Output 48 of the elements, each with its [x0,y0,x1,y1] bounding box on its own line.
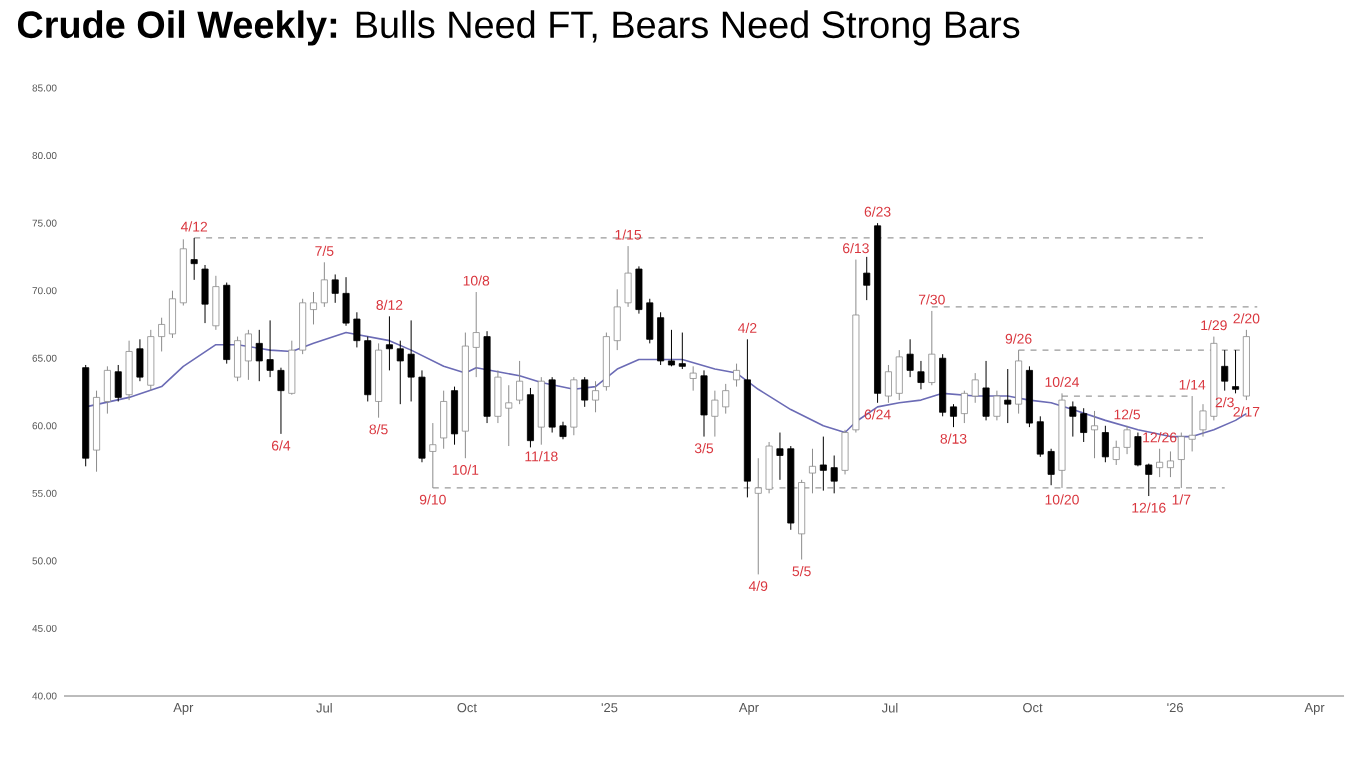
candlestick [310,291,317,325]
candlestick [1156,448,1164,478]
candlestick [982,360,990,421]
candlestick [592,380,600,413]
candlestick [1232,349,1240,394]
candlestick [1221,349,1229,392]
candlestick [125,340,133,401]
candlestick [1015,349,1023,415]
candlestick [841,429,849,475]
candlestick [114,364,122,402]
candlestick [928,310,936,386]
candlestick [689,365,697,392]
candlestick [526,387,534,448]
candlestick [906,338,914,378]
candlestick [136,338,144,382]
candlestick [1004,368,1012,424]
candlestick [733,363,741,388]
candlestick [234,336,242,382]
candlestick [537,376,545,446]
candlestick [1091,410,1099,459]
candlestick [895,349,903,401]
candlestick [1101,425,1109,463]
candlestick [429,422,437,489]
candlestick [884,364,892,404]
candlestick [190,237,198,281]
candlestick [440,390,448,450]
candlestick [950,403,957,428]
candlestick [201,264,209,324]
candlestick [103,365,111,415]
chart-title: Crude Oil Weekly: Bulls Need FT, Bears Need Strong Bars [17,10,1020,46]
candlestick [667,329,675,367]
candlestick [581,376,589,408]
candlestick [1166,450,1174,478]
candlestick [244,329,252,381]
candlestick [624,245,632,308]
candlestick [320,261,328,308]
candlestick [168,290,176,339]
candlestick [516,360,524,405]
candlestick [808,448,816,494]
candlestick [993,390,1001,421]
candlestick [678,332,686,370]
candlestick [917,360,925,390]
candlestick [385,315,393,371]
candlestick [863,256,871,301]
candlestick [700,369,708,438]
candlestick [451,386,459,446]
candlestick [570,376,578,436]
candlestick [212,275,220,331]
